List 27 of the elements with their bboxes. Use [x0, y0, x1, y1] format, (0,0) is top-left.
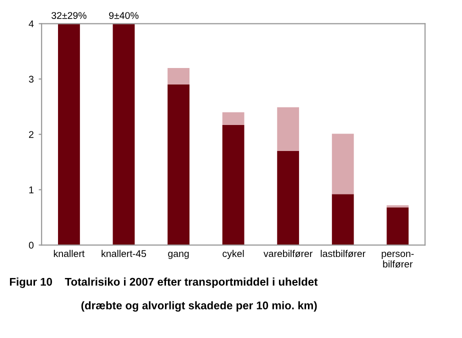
x-tick-label: person- bilfører	[382, 252, 414, 268]
x-tick-label: knallert	[54, 250, 85, 258]
bar	[386, 207, 409, 246]
bar	[332, 134, 354, 194]
x-tick-label: gang	[168, 252, 189, 259]
bar	[222, 112, 244, 125]
bar	[112, 24, 135, 246]
y-tick-label: 2	[29, 131, 34, 138]
text: (dræbte og alvorligt skadede per 10 mio. km)	[81, 301, 317, 312]
bar	[277, 107, 300, 151]
y-tick-label: 1	[29, 186, 34, 194]
annotation: 9±40%	[109, 12, 139, 19]
bar	[332, 194, 354, 246]
y-tick-label: 0	[28, 242, 34, 249]
x-tick-label: varebilfører	[264, 250, 313, 258]
bar	[168, 84, 190, 246]
x-tick-label: knallert-45	[102, 250, 146, 258]
bar	[277, 150, 300, 246]
bar	[58, 24, 80, 246]
y-tick-label: 3	[28, 76, 34, 83]
text: Figur 10 Totalrisiko i 2007 efter transportmiddel i uheldet	[10, 278, 318, 288]
annotation: 32±29%	[52, 12, 86, 19]
bar	[222, 124, 244, 246]
x-tick-label: lastbilfører	[320, 250, 366, 258]
bar	[168, 68, 190, 85]
y-tick-label: 4	[28, 20, 34, 28]
x-tick-label: cykel	[222, 250, 244, 259]
